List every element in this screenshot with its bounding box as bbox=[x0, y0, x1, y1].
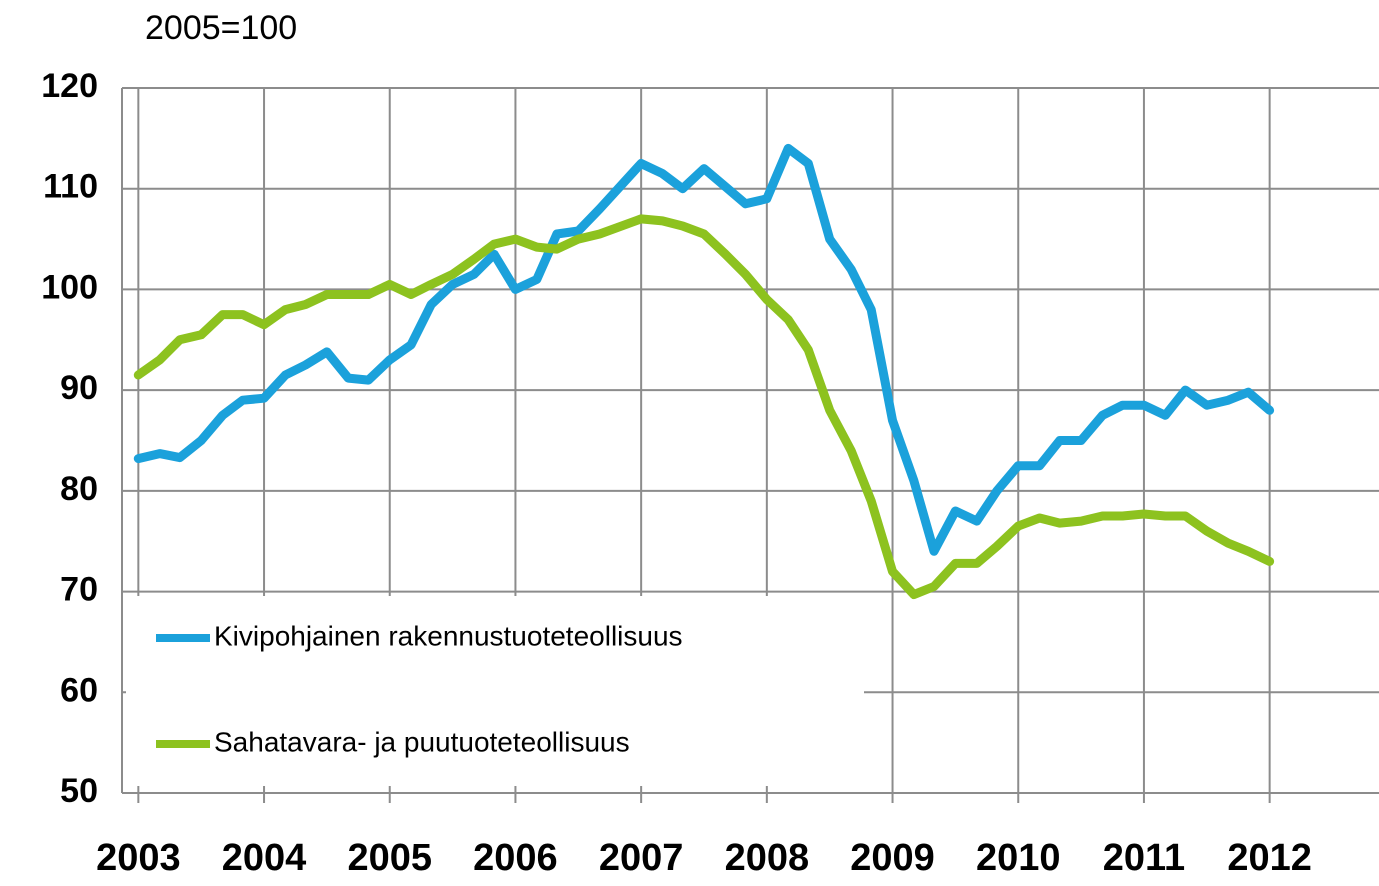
series-line bbox=[133, 214, 1275, 600]
y-tick-label: 110 bbox=[43, 168, 98, 206]
series-line bbox=[133, 143, 1275, 556]
x-tick-label: 2012 bbox=[1227, 837, 1312, 879]
legend-box bbox=[126, 596, 864, 786]
x-tick-label: 2003 bbox=[96, 837, 181, 879]
x-tick-label: 2005 bbox=[347, 837, 432, 879]
x-tick-label: 2008 bbox=[725, 837, 810, 879]
legend-label: Sahatavara- ja puutuoteteollisuus bbox=[214, 726, 630, 757]
x-tick-label: 2011 bbox=[1103, 837, 1185, 879]
y-tick-label: 100 bbox=[41, 268, 98, 306]
x-tick-label: 2010 bbox=[976, 837, 1061, 879]
y-axis-label: 2005=100 bbox=[145, 9, 297, 47]
y-tick-label: 50 bbox=[60, 772, 98, 810]
y-tick-label: 120 bbox=[41, 67, 98, 105]
x-tick-label: 2007 bbox=[599, 837, 684, 879]
x-tick-label: 2004 bbox=[222, 837, 307, 879]
y-tick-label: 80 bbox=[60, 470, 98, 508]
y-tick-label: 60 bbox=[60, 671, 98, 709]
x-tick-label: 2006 bbox=[473, 837, 558, 879]
y-tick-label: 70 bbox=[60, 571, 98, 609]
x-tick-label: 2009 bbox=[850, 837, 935, 879]
legend-label: Kivipohjainen rakennustuoteteollisuus bbox=[214, 620, 683, 651]
y-tick-label: 90 bbox=[60, 369, 98, 407]
